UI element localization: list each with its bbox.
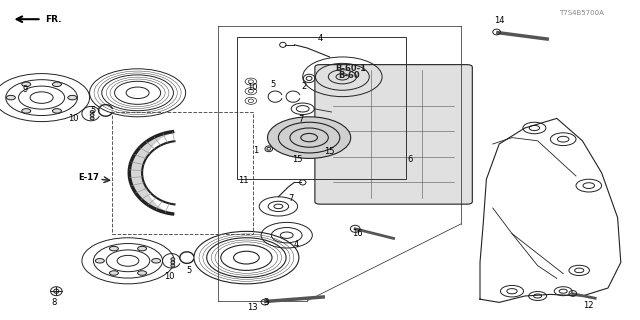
Circle shape bbox=[68, 95, 77, 100]
Ellipse shape bbox=[171, 261, 175, 264]
FancyBboxPatch shape bbox=[315, 65, 472, 204]
Circle shape bbox=[52, 109, 61, 113]
Text: 11: 11 bbox=[238, 176, 248, 185]
Text: 13: 13 bbox=[248, 303, 258, 312]
Circle shape bbox=[109, 271, 118, 275]
Circle shape bbox=[268, 117, 351, 158]
Ellipse shape bbox=[171, 258, 175, 260]
Text: 9: 9 bbox=[23, 85, 28, 94]
Circle shape bbox=[138, 271, 147, 275]
Circle shape bbox=[6, 95, 15, 100]
Text: FR.: FR. bbox=[45, 15, 61, 24]
Ellipse shape bbox=[171, 264, 175, 267]
Text: 10: 10 bbox=[68, 114, 79, 123]
Text: 3: 3 bbox=[263, 298, 268, 307]
Text: 5: 5 bbox=[90, 106, 95, 115]
Ellipse shape bbox=[90, 110, 94, 113]
Circle shape bbox=[109, 246, 118, 251]
Text: 6: 6 bbox=[407, 156, 412, 164]
Text: 15: 15 bbox=[324, 148, 335, 156]
Text: T7S4B5700A: T7S4B5700A bbox=[559, 11, 604, 16]
Text: 2: 2 bbox=[301, 82, 307, 91]
Text: 16: 16 bbox=[352, 229, 362, 238]
Text: 14: 14 bbox=[494, 16, 504, 25]
Circle shape bbox=[95, 259, 104, 263]
Circle shape bbox=[22, 82, 31, 86]
Text: 10: 10 bbox=[164, 272, 175, 281]
Text: 4: 4 bbox=[317, 34, 323, 43]
Text: 10: 10 bbox=[248, 84, 258, 92]
Text: 5: 5 bbox=[186, 266, 191, 275]
Text: E-17: E-17 bbox=[78, 173, 99, 182]
Ellipse shape bbox=[90, 117, 94, 120]
Circle shape bbox=[22, 109, 31, 113]
Circle shape bbox=[138, 246, 147, 251]
Text: B-60: B-60 bbox=[338, 71, 360, 80]
Text: 1: 1 bbox=[253, 146, 259, 155]
Circle shape bbox=[152, 259, 161, 263]
Text: 7: 7 bbox=[289, 194, 294, 203]
Text: 8: 8 bbox=[52, 298, 57, 307]
Text: 4: 4 bbox=[294, 240, 299, 249]
Text: 7: 7 bbox=[298, 116, 303, 124]
Text: 15: 15 bbox=[292, 156, 303, 164]
Circle shape bbox=[52, 82, 61, 86]
Ellipse shape bbox=[90, 114, 94, 116]
Text: 5: 5 bbox=[271, 80, 276, 89]
Text: B-60-1: B-60-1 bbox=[335, 64, 366, 73]
Text: 12: 12 bbox=[584, 301, 594, 310]
